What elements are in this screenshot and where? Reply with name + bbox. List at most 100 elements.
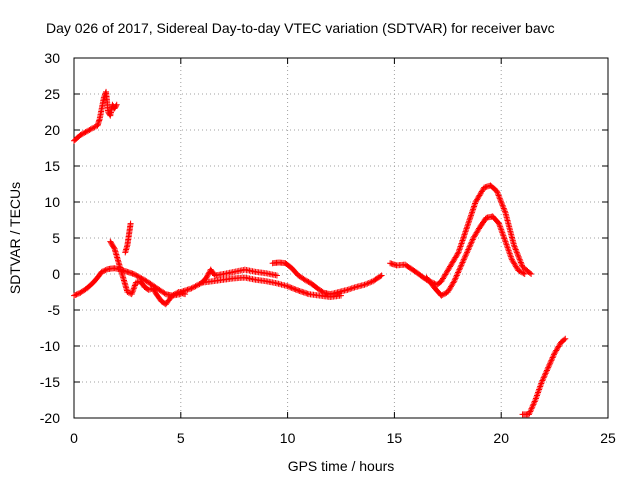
data-point: [291, 285, 298, 292]
data-point: [133, 272, 140, 279]
data-point: [365, 280, 372, 286]
x-tick-label: 20: [493, 430, 509, 446]
data-point: [367, 279, 374, 286]
data-point: [517, 259, 524, 266]
data-point: [465, 245, 472, 252]
data-point: [442, 290, 449, 297]
data-point: [378, 272, 385, 279]
data-point: [450, 279, 457, 286]
data-point: [548, 357, 555, 364]
data-point: [464, 224, 471, 231]
x-tick-label: 10: [280, 430, 296, 446]
data-point: [549, 354, 556, 361]
data-point: [287, 284, 294, 291]
data-point: [494, 189, 501, 196]
data-point: [81, 129, 88, 136]
data-point: [526, 269, 533, 276]
data-point: [529, 404, 536, 411]
data-point: [456, 265, 463, 272]
data-point: [451, 278, 458, 285]
y-tick-label: 10: [44, 194, 60, 210]
data-point: [169, 292, 176, 299]
data-point: [460, 234, 467, 241]
data-point: [204, 273, 211, 280]
data-point: [193, 282, 200, 289]
data-point: [464, 222, 471, 229]
data-point: [452, 275, 459, 282]
data-point: [543, 367, 550, 374]
series-track-g: [269, 259, 385, 298]
data-point: [71, 292, 77, 299]
data-point: [541, 373, 548, 380]
y-tick-label: 0: [52, 266, 60, 282]
data-point: [103, 266, 110, 273]
data-point: [562, 335, 569, 342]
data-point: [561, 336, 568, 343]
data-point: [539, 377, 546, 384]
data-point: [113, 101, 120, 108]
data-point: [471, 203, 478, 210]
data-point: [520, 270, 527, 277]
data-point: [513, 247, 520, 254]
data-point: [79, 130, 86, 137]
data-point: [497, 196, 504, 203]
data-point: [301, 276, 308, 283]
series-track-f: [199, 274, 344, 301]
data-point: [456, 244, 463, 251]
data-point: [91, 124, 98, 131]
data-point: [455, 249, 462, 256]
data-point: [496, 193, 503, 200]
series-track-j: [519, 335, 569, 418]
data-point: [273, 272, 280, 279]
data-point: [498, 199, 505, 206]
data-point: [493, 188, 500, 195]
data-point: [459, 259, 466, 266]
data-point: [110, 244, 117, 251]
data-point: [127, 220, 134, 227]
data-point: [88, 125, 95, 132]
data-point: [87, 126, 94, 133]
data-point: [514, 250, 521, 257]
data-point: [453, 272, 460, 279]
data-point: [511, 242, 518, 249]
data-point: [471, 201, 478, 208]
data-point: [457, 263, 464, 270]
data-point: [515, 267, 522, 274]
x-tick-labels: 0 5 10 15 20 25: [70, 430, 616, 446]
data-point: [463, 225, 470, 232]
data-point: [517, 258, 524, 265]
y-tick-label: 20: [44, 122, 60, 138]
data-point: [528, 405, 535, 412]
data-point: [461, 231, 468, 238]
data-point: [540, 374, 547, 381]
data-point: [526, 409, 533, 416]
data-point: [545, 363, 552, 370]
data-point: [545, 364, 552, 371]
data-point: [170, 291, 177, 298]
data-point: [465, 219, 472, 226]
data-point: [460, 258, 467, 265]
data-point: [463, 227, 470, 234]
data-point: [131, 282, 138, 289]
data-point: [98, 268, 105, 275]
x-axis-label: GPS time / hours: [288, 458, 395, 474]
data-point: [470, 204, 477, 211]
data-point: [455, 247, 462, 254]
data-point: [440, 291, 447, 298]
data-point: [466, 243, 473, 250]
series-track-c: [107, 238, 189, 308]
data-point: [454, 250, 461, 257]
data-point: [530, 401, 537, 408]
data-point: [541, 371, 548, 378]
data-point: [113, 103, 120, 109]
data-point: [458, 239, 465, 246]
data-point: [456, 246, 463, 253]
data-point: [77, 132, 84, 139]
data-point: [338, 292, 344, 299]
data-point: [518, 260, 525, 267]
data-point: [196, 281, 203, 288]
data-point: [128, 291, 135, 298]
data-point: [100, 268, 107, 275]
data-point: [543, 368, 550, 375]
data-point: [461, 255, 468, 262]
